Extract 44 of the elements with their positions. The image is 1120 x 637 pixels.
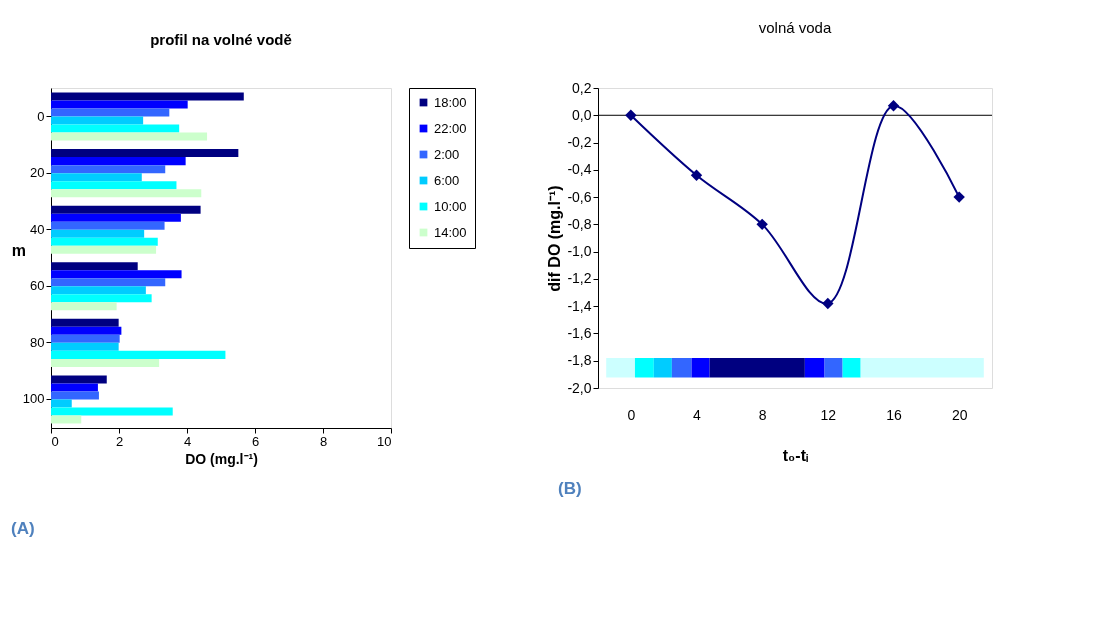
x-tick-label: 8 (758, 406, 767, 423)
x-tick-label: 0 (627, 406, 636, 423)
y-axis-title: dif DO (mg.l⁻¹) (546, 185, 564, 292)
y-tick-label: 40 (30, 221, 45, 237)
y-tick-label: -1,6 (567, 324, 592, 341)
text: (B) (558, 479, 582, 498)
x-tick-label: 2 (115, 433, 124, 449)
y-tick-label: -0,6 (567, 188, 592, 205)
y-tick-label: -2,0 (567, 379, 592, 396)
legend-label: 14:00 (434, 224, 467, 240)
legend-label: 10:00 (434, 198, 467, 214)
y-tick-label: -0,4 (567, 161, 592, 178)
x-axis-title: DO (mg.l⁻¹) (185, 450, 258, 467)
y-tick-label: 0,2 (572, 79, 592, 96)
y-tick-label: -1,8 (567, 352, 592, 369)
y-tick-label: -0,8 (567, 215, 592, 232)
y-tick-label: 60 (30, 278, 45, 294)
legend-label: 6:00 (434, 172, 460, 188)
y-tick-label: 80 (30, 334, 45, 350)
x-tick-label: 4 (693, 406, 702, 423)
x-tick-label: 12 (820, 406, 837, 423)
x-tick-label: 8 (319, 433, 328, 449)
x-tick-label: 0 (51, 433, 59, 449)
x-tick-label: 20 (951, 406, 968, 423)
y-tick-label: -0,2 (567, 134, 592, 151)
x-tick-label: 16 (886, 406, 902, 423)
x-tick-label: 10 (377, 433, 392, 449)
y-tick-label: 0,0 (572, 106, 592, 123)
x-tick-label: 6 (251, 433, 260, 449)
y-tick-label: 0 (37, 108, 45, 124)
legend-label: 18:00 (434, 94, 467, 110)
y-tick-label: 100 (22, 391, 45, 407)
x-axis-title: t₀-tᵢ (782, 446, 809, 464)
y-axis-title: m (11, 241, 26, 259)
chart-title: volná voda (758, 19, 832, 36)
legend-label: 22:00 (434, 120, 467, 136)
y-tick-label: -1,4 (567, 297, 592, 314)
chart-title: profil na volné vodě (150, 30, 292, 48)
y-tick-label: -1,2 (567, 270, 592, 287)
y-tick-label: 20 (30, 165, 45, 181)
legend-label: 2:00 (434, 146, 460, 162)
y-tick-label: -1,0 (567, 243, 592, 260)
x-tick-label: 4 (183, 433, 192, 449)
text: (A) (11, 519, 35, 538)
